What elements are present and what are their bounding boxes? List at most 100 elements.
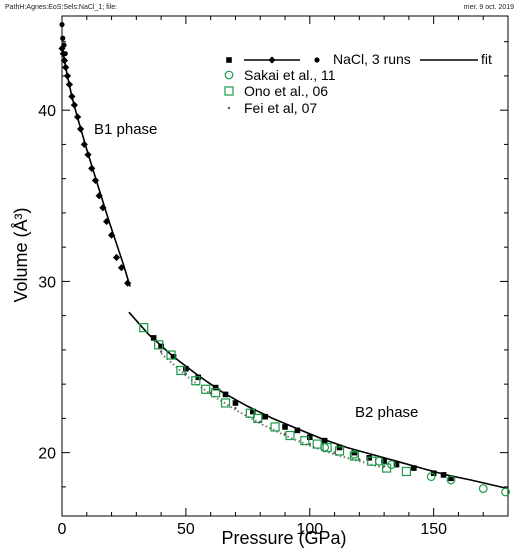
point-square-open-4 [270, 422, 280, 432]
point-circle-3 [426, 472, 436, 482]
annotation-b2-phase: B2 phase [355, 404, 418, 421]
point-diamond-0 [65, 80, 74, 89]
point-small-dot-5 [234, 406, 237, 410]
legend-label-fei: Fei et al, 07 [244, 100, 317, 116]
legend-label-nacl: NaCl, 3 runs [333, 51, 411, 67]
header-right: mer. 9 oct. 2019 [464, 4, 514, 11]
point-small-dot-5 [358, 458, 361, 461]
y-tick-label: 30 [38, 274, 56, 291]
point-square-open-4 [166, 350, 176, 360]
point-circle-3 [320, 443, 330, 452]
x-tick-label: 0 [58, 521, 67, 538]
point-square-open-4 [381, 463, 392, 473]
y-tick-label: 20 [38, 446, 56, 463]
x-tick-label: 100 [296, 521, 323, 538]
header-left: PathH:Agnes:EoS:Sels:NaCl_1; file: [5, 4, 117, 11]
legend-marker-square-open [224, 86, 234, 96]
point-square-2 [183, 365, 189, 372]
point-square-open-4 [176, 365, 186, 376]
x-tick-label: 150 [420, 521, 447, 538]
fit-line-b2 [128, 311, 509, 490]
fit-line-b1 [61, 46, 131, 287]
point-square-open-4 [401, 466, 412, 477]
point-small-dot-5 [333, 451, 336, 454]
point-square-2 [306, 434, 313, 441]
annotation-b1-phase: B1 phase [94, 121, 157, 138]
point-square-open-4 [253, 413, 263, 423]
point-diamond-0 [63, 72, 72, 80]
point-diamond-0 [112, 253, 121, 262]
point-square-2 [448, 475, 454, 482]
point-square-2 [262, 413, 268, 420]
point-square-2 [249, 408, 256, 415]
legend-label-ono: Ono et al., 06 [244, 83, 328, 99]
point-square-open-4 [139, 323, 149, 333]
point-circle-3 [501, 487, 510, 497]
point-square-2 [294, 427, 301, 434]
point-small-dot-5 [308, 442, 311, 446]
point-diamond-0 [74, 113, 82, 121]
point-diamond-0 [117, 264, 126, 272]
point-square-2 [381, 458, 387, 465]
point-square-open-4 [300, 436, 310, 446]
point-square-open-4 [201, 384, 211, 394]
point-diamond-0 [80, 140, 88, 149]
y-axis-title: Volume (Å³) [11, 207, 31, 302]
legend-marker-dot [314, 57, 320, 63]
y-tick-label: 40 [38, 103, 56, 120]
point-square-open-4 [312, 439, 322, 449]
point-circle-3 [446, 475, 456, 485]
point-diamond-0 [62, 63, 70, 71]
point-square-2 [158, 343, 164, 350]
x-axis-title: Pressure (GPa) [221, 528, 346, 548]
point-square-open-4 [245, 408, 255, 418]
point-square-open-4 [349, 451, 359, 461]
point-diamond-0 [84, 151, 92, 159]
point-dot-1 [60, 35, 66, 41]
point-square-open-4 [334, 446, 345, 456]
legend-marker-circle [224, 70, 234, 80]
point-diamond-0 [68, 92, 76, 101]
point-diamond-0 [124, 279, 132, 287]
point-diamond-0 [88, 164, 96, 172]
point-square-open-4 [154, 340, 164, 350]
point-square-2 [411, 465, 417, 471]
point-diamond-0 [58, 44, 66, 53]
point-circle-3 [478, 484, 488, 494]
point-small-dot-5 [159, 350, 163, 353]
legend-markers [224, 56, 478, 110]
point-small-dot-5 [209, 391, 212, 394]
point-diamond-0 [107, 231, 116, 239]
point-square-2 [212, 384, 219, 391]
point-square-2 [321, 437, 328, 444]
point-diamond-0 [70, 101, 78, 109]
point-square-2 [232, 400, 239, 406]
point-square-2 [170, 353, 177, 360]
legend-marker-square [226, 57, 232, 63]
legend-label-fit: fit [481, 51, 492, 67]
legend-label-sakai: Sakai et al., 11 [244, 67, 336, 83]
point-square-2 [282, 424, 288, 430]
legend-marker-small-dot [227, 106, 231, 110]
point-diamond-0 [76, 125, 85, 133]
point-dot-1 [62, 51, 68, 57]
point-dot-1 [59, 21, 65, 28]
plot-area: 0 50 100 150 20 30 40 [38, 15, 510, 538]
point-small-dot-5 [382, 465, 386, 468]
point-diamond-0 [103, 217, 111, 226]
point-small-dot-5 [184, 372, 188, 376]
point-square-open-4 [220, 398, 231, 408]
point-diamond-0 [60, 56, 69, 65]
point-square-open-4 [367, 456, 377, 466]
point-diamond-0 [99, 204, 107, 212]
point-square-2 [393, 461, 400, 468]
point-square-2 [222, 391, 229, 398]
legend: NaCl, 3 runs fit Sakai et al., 11 Ono et… [224, 51, 492, 116]
legend-marker-diamond [268, 56, 276, 64]
point-diamond-0 [91, 176, 100, 184]
point-square-open-4 [191, 376, 201, 386]
fei-curve [160, 352, 385, 470]
point-square-2 [150, 335, 157, 341]
point-small-dot-5 [259, 420, 262, 424]
